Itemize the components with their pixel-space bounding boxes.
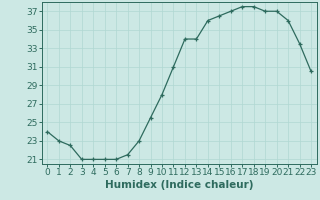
X-axis label: Humidex (Indice chaleur): Humidex (Indice chaleur) [105,180,253,190]
